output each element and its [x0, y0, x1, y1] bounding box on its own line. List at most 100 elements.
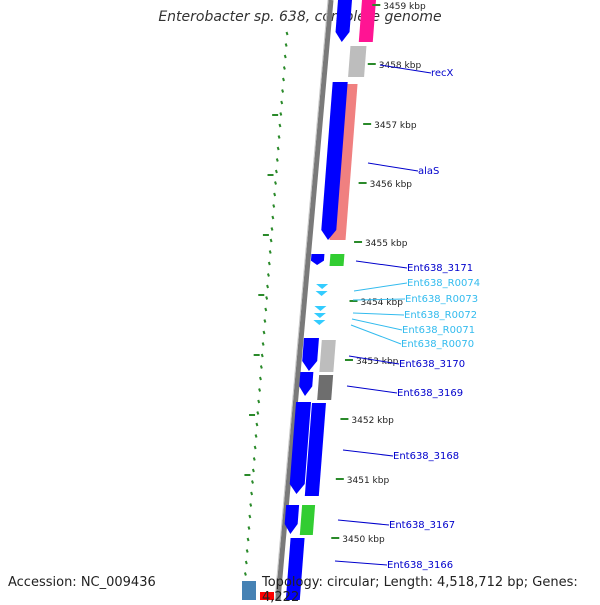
feature-3169-cds: [299, 372, 314, 396]
scale-dot: [266, 284, 270, 289]
scale-dot: [266, 273, 270, 277]
scale-dot: [244, 560, 248, 565]
gene-label: Ent638_3168: [393, 451, 459, 462]
gene-leader-line: [351, 318, 403, 331]
scale-dot: [279, 112, 283, 116]
scale-dot: [282, 66, 286, 70]
scale-dot: [256, 411, 260, 415]
feature-misc-green: [329, 254, 345, 266]
kbp-tick-label: 3458 kbp: [379, 61, 422, 71]
kbp-tick-label: 3451 kbp: [347, 476, 390, 486]
scale-dot: [248, 514, 252, 519]
feature-3167-green: [299, 505, 316, 535]
scale-dot: [282, 77, 285, 82]
scale-dot: [245, 549, 249, 553]
scale-dot: [262, 330, 266, 335]
feature-3167-cds: [284, 505, 300, 534]
scale-dot: [275, 158, 279, 162]
kbp-tick-label: 3452 kbp: [351, 416, 394, 426]
feature-3168b-cds: [304, 403, 326, 496]
genome-backbone: [275, 0, 334, 600]
scale-dot: [273, 192, 277, 197]
gene-label: Ent638_R0070: [401, 339, 474, 350]
scale-dot: [257, 399, 261, 404]
gene-leader-line: [334, 560, 388, 566]
scale-dot: [247, 526, 251, 530]
scale-dot: [246, 537, 250, 542]
scale-dot: [285, 31, 289, 36]
gene-label: Ent638_3169: [397, 388, 463, 399]
scale-dot: [274, 169, 278, 174]
trna-chevron: [313, 313, 326, 318]
gene-label: Ent638_R0071: [402, 325, 475, 336]
kbp-tick-label: 3456 kbp: [370, 180, 413, 190]
scale-dot: [269, 238, 273, 243]
feature-3170-cds: [302, 338, 319, 371]
scale-dot: [252, 457, 256, 461]
gene-label: Ent638_3170: [399, 359, 465, 370]
gene-leader-line: [352, 298, 406, 301]
scale-dot: [284, 43, 288, 47]
scale-dot: [274, 181, 277, 185]
genome-backbone-edge: [274, 0, 329, 600]
gene-leader-line: [346, 385, 398, 394]
trna-chevron: [315, 291, 328, 296]
kbp-tick-label: 3453 kbp: [356, 357, 399, 367]
accession-label: Accession: NC_009436: [8, 575, 156, 590]
scale-dot: [253, 445, 257, 450]
scale-dot: [268, 250, 272, 254]
scale-dot: [272, 204, 276, 208]
gene-label: Ent638_R0074: [407, 278, 480, 289]
gene-label: alaS: [418, 166, 439, 177]
feature-3168-cds: [289, 402, 312, 494]
scale-dot: [243, 572, 247, 576]
scale-dot: [259, 376, 262, 381]
gene-leader-line: [352, 312, 405, 316]
scale-dot: [255, 422, 259, 427]
feature-recx-gray: [348, 46, 367, 77]
scale-dot: [283, 54, 287, 59]
scale-dot: [277, 135, 281, 139]
feature-3171-cds: [310, 254, 325, 265]
scale-dot: [281, 89, 285, 93]
scale-dot: [251, 468, 255, 473]
scale-dot: [270, 227, 274, 231]
kbp-tick-label: 3457 kbp: [374, 121, 417, 131]
trna-chevron: [313, 320, 326, 325]
scale-dot: [254, 434, 258, 438]
feature-alas-cds: [321, 82, 348, 240]
gene-leader-line: [355, 260, 408, 269]
gene-label: Ent638_3166: [387, 560, 453, 571]
gene-leader-line: [348, 355, 400, 365]
scale-dot: [250, 491, 254, 496]
gene-leader-line: [337, 519, 390, 526]
scale-dot: [265, 296, 269, 300]
scale-dot: [271, 215, 275, 220]
gene-leader-line: [379, 64, 432, 74]
scale-dot: [280, 100, 284, 105]
feature-3166-cds: [285, 538, 305, 600]
scale-dot: [259, 365, 263, 369]
scale-dot: [264, 307, 268, 312]
scale-dot: [278, 123, 282, 128]
gene-label: recX: [431, 68, 454, 79]
feature-bottom-red: [260, 592, 274, 600]
scale-dot: [261, 342, 265, 346]
trna-chevron: [314, 306, 327, 311]
scale-dot: [251, 480, 254, 484]
gene-label: Ent638_3167: [389, 520, 455, 531]
gene-label: Ent638_R0072: [404, 310, 477, 321]
scale-dot: [260, 353, 264, 358]
feature-3170-gray: [319, 340, 336, 372]
kbp-tick-label: 3459 kbp: [383, 2, 426, 12]
scale-dot: [258, 388, 262, 392]
kbp-tick-label: 3450 kbp: [342, 535, 385, 545]
gene-leader-line: [342, 449, 394, 457]
topology-label: Topology: circular; Length: 4,518,712 bp…: [262, 575, 578, 605]
gene-leader-line: [367, 162, 419, 172]
gene-label: Ent638_R0073: [405, 294, 478, 305]
feature-cds-top: [335, 0, 352, 42]
gene-leader-line: [350, 324, 402, 345]
